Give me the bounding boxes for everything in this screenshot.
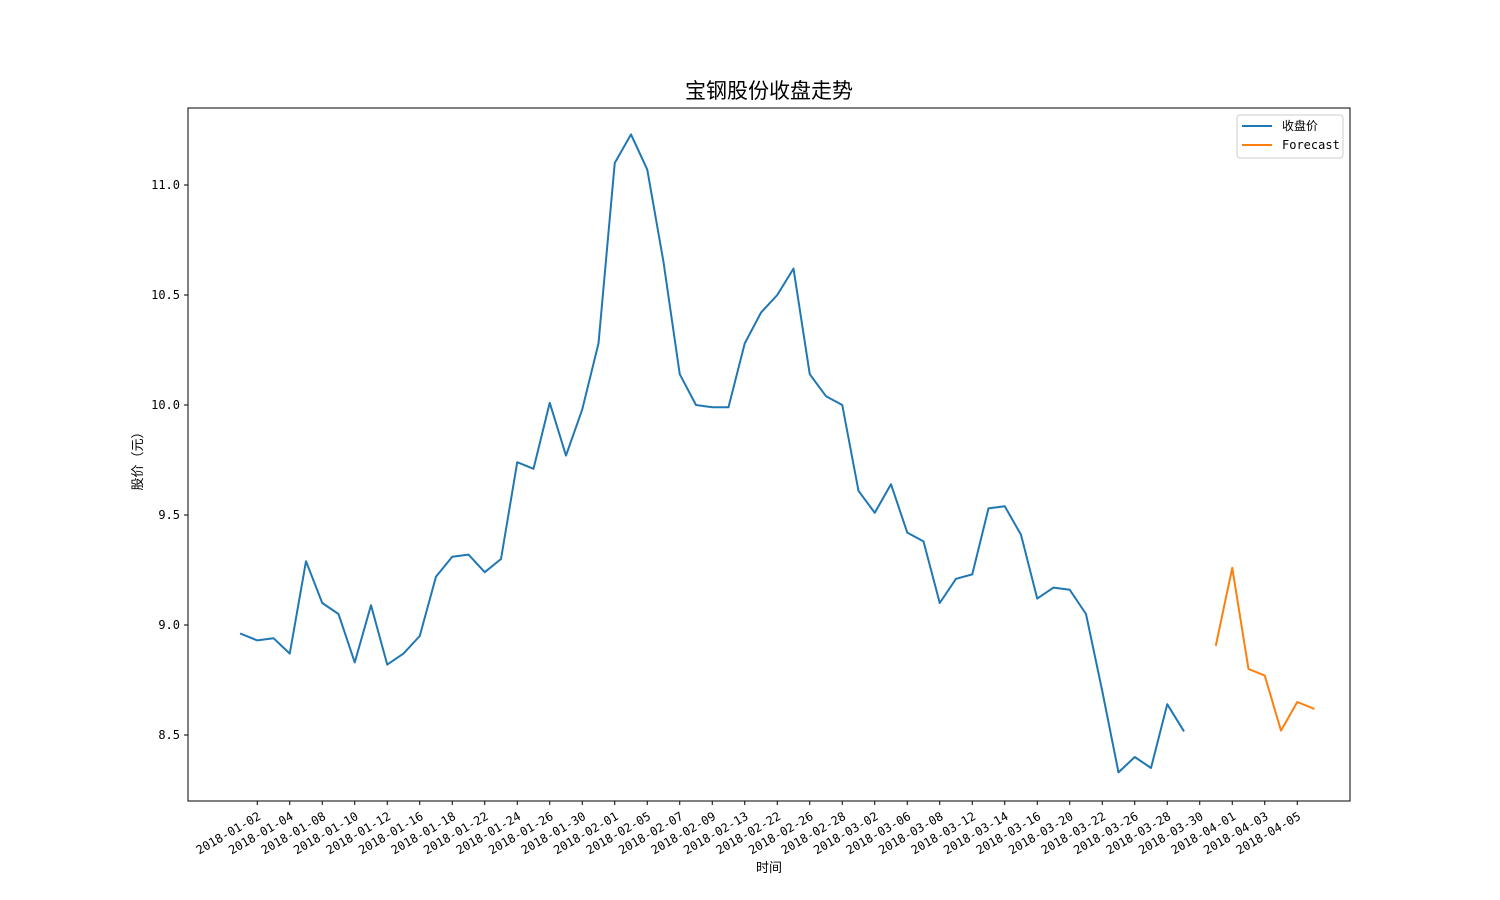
series-line-forecast [1214,566,1315,732]
plot-area-frame [187,107,1351,802]
y-tick-label: 10.5 [151,288,180,302]
x-axis: 2018-01-022018-01-042018-01-082018-01-10… [194,801,1303,857]
legend-label: 收盘价 [1282,118,1318,133]
y-tick-label: 9.0 [158,618,180,632]
x-axis-title: 时间 [756,861,782,876]
y-axis: 8.5 9.0 9.5 10.0 10.5 11.0 [151,178,188,742]
series-line-close-price [239,133,1185,774]
chart-title: 宝钢股份收盘走势 [685,79,853,103]
y-tick-label: 9.5 [158,508,180,522]
y-tick-label: 8.5 [158,728,180,742]
y-tick-label: 11.0 [151,178,180,192]
series-layer [239,133,1315,774]
y-axis-title: 股价（元） [131,425,146,490]
legend: 收盘价 Forecast [1236,114,1344,159]
legend-label: Forecast [1282,138,1340,152]
y-tick-label: 10.0 [151,398,180,412]
